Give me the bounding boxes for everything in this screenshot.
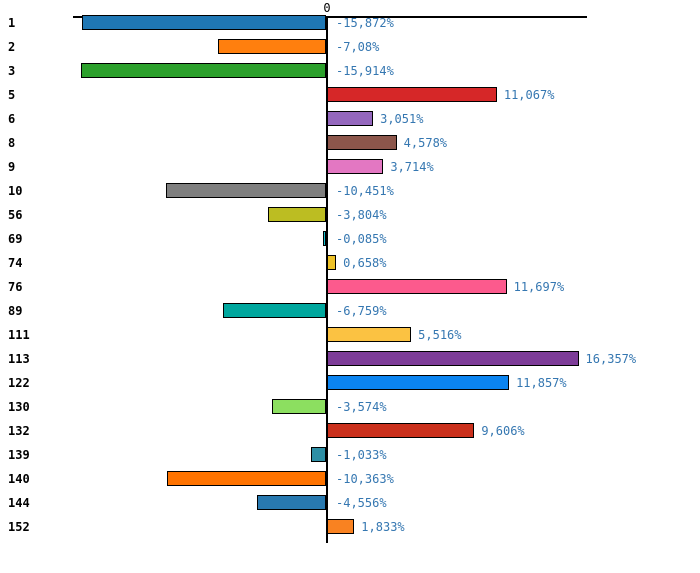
category-label: 132 — [8, 424, 30, 438]
category-label: 8 — [8, 136, 16, 150]
bar-category-144 — [256, 495, 326, 510]
value-label: -1,033% — [336, 448, 387, 462]
bar-category-3 — [81, 63, 326, 78]
bar-category-140 — [166, 471, 326, 486]
category-label: 56 — [8, 208, 23, 222]
category-label: 89 — [8, 304, 23, 318]
category-label: 2 — [8, 40, 16, 54]
value-label: -6,759% — [336, 304, 387, 318]
bar-category-9 — [327, 159, 384, 174]
value-label: -15,872% — [336, 16, 394, 30]
category-label: 144 — [8, 496, 30, 510]
bar-category-6 — [327, 111, 374, 126]
category-label: 113 — [8, 352, 30, 366]
value-label: 1,833% — [361, 520, 405, 534]
category-label: 130 — [8, 400, 30, 414]
bar-category-5 — [327, 87, 497, 102]
bar-category-1 — [81, 15, 326, 30]
value-label: 11,857% — [516, 376, 567, 390]
bar-category-69 — [323, 231, 326, 246]
value-label: 16,357% — [585, 352, 637, 366]
category-label: 74 — [8, 256, 23, 270]
category-label: 6 — [8, 112, 16, 126]
category-label: 111 — [8, 328, 30, 342]
bar-category-113 — [327, 351, 579, 366]
value-label: 3,714% — [390, 160, 434, 174]
bar-category-76 — [327, 279, 507, 294]
value-label: -4,556% — [336, 496, 387, 510]
value-label: 9,606% — [481, 424, 525, 438]
value-label: 3,051% — [380, 112, 424, 126]
category-label: 122 — [8, 376, 30, 390]
value-label: -10,363% — [336, 472, 394, 486]
value-label: 4,578% — [403, 136, 448, 150]
axis-tick-zero-label: 0 — [323, 1, 331, 15]
value-label: -10,451% — [336, 184, 394, 198]
bar-category-56 — [268, 207, 326, 222]
category-label: 3 — [8, 64, 16, 78]
value-label: -3,804% — [336, 208, 387, 222]
category-label: 69 — [8, 232, 23, 246]
category-label: 9 — [8, 160, 16, 174]
bar-category-111 — [327, 327, 412, 342]
bar-category-122 — [327, 375, 510, 390]
bar-category-130 — [271, 399, 326, 414]
bar-category-10 — [165, 183, 326, 198]
bar-category-8 — [327, 135, 397, 150]
value-label: -7,08% — [336, 40, 380, 54]
category-label: 10 — [8, 184, 23, 198]
value-label: -0,085% — [336, 232, 387, 246]
category-label: 152 — [8, 520, 30, 534]
bar-category-132 — [327, 423, 475, 438]
bar-category-2 — [217, 39, 326, 54]
category-label: 139 — [8, 448, 30, 462]
category-label: 1 — [8, 16, 16, 30]
bar-category-89 — [222, 303, 326, 318]
category-label: 76 — [8, 280, 23, 294]
value-label: 11,697% — [513, 280, 565, 294]
value-label: 0,658% — [343, 256, 387, 270]
top-axis-line — [73, 16, 587, 18]
value-label: 11,067% — [503, 88, 555, 102]
value-label: -3,574% — [336, 400, 387, 414]
category-label: 5 — [8, 88, 16, 102]
value-label: -15,914% — [336, 64, 394, 78]
bar-category-152 — [327, 519, 355, 534]
bar-category-139 — [311, 447, 326, 462]
bar-category-74 — [327, 255, 337, 270]
category-label: 140 — [8, 472, 30, 486]
value-label: 5,516% — [418, 328, 462, 342]
